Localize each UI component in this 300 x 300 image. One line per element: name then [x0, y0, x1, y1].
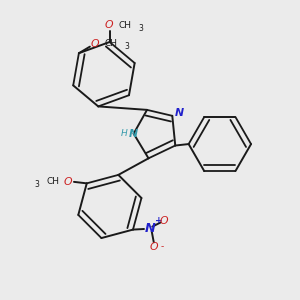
Text: N: N	[128, 129, 138, 139]
Text: CH: CH	[118, 21, 132, 30]
Text: O: O	[159, 216, 168, 226]
Text: 3: 3	[138, 23, 143, 32]
Text: H: H	[121, 129, 128, 138]
Text: O: O	[149, 242, 158, 252]
Text: O: O	[91, 39, 99, 49]
Text: N: N	[174, 108, 183, 118]
Text: -: -	[160, 242, 164, 251]
Text: CH: CH	[104, 39, 117, 48]
Text: O: O	[64, 177, 72, 187]
Text: N: N	[145, 222, 156, 235]
Text: O: O	[104, 20, 113, 30]
Text: +: +	[155, 216, 163, 225]
Text: 3: 3	[34, 180, 39, 189]
Text: 3: 3	[124, 42, 129, 51]
Text: CH: CH	[46, 177, 59, 186]
